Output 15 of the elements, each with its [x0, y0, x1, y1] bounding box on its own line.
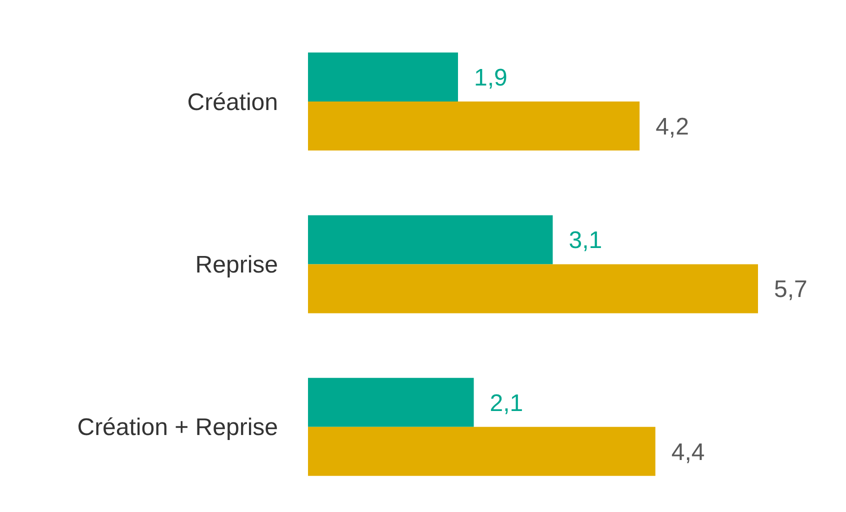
data-label: 1,9 — [474, 64, 508, 92]
bar — [308, 52, 458, 102]
y-tick-label: Création — [187, 88, 278, 116]
y-tick-label: Création + Reprise — [77, 414, 278, 442]
data-label: 4,2 — [656, 114, 689, 141]
bar — [308, 215, 553, 264]
bar — [308, 378, 474, 427]
y-tick-label: Reprise — [195, 252, 278, 279]
bar — [308, 102, 640, 151]
data-label: 2,1 — [490, 390, 524, 417]
bar — [308, 264, 758, 314]
data-label: 4,4 — [671, 438, 705, 466]
data-label: 3,1 — [568, 227, 602, 254]
bar — [308, 426, 656, 476]
data-label: 5,7 — [774, 276, 808, 304]
